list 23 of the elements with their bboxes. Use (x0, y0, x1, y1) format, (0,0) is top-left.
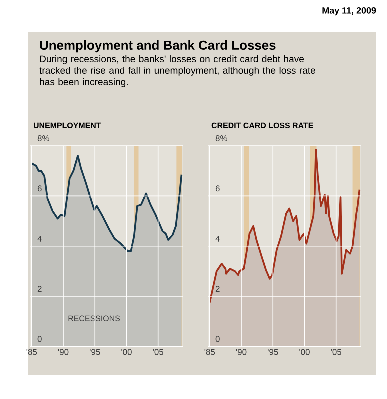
y-tick-label: 4 (38, 236, 42, 242)
y-tick-label: 0 (216, 336, 220, 342)
y-tick-label: 6 (38, 186, 42, 192)
x-tick-label: '85 (26, 349, 38, 356)
chart-title: Unemployment and Bank Card Losses (40, 40, 276, 53)
x-tick-label: '05 (331, 349, 342, 356)
x-tick-label: '85 (204, 349, 216, 356)
y-tick-label: 8% (216, 135, 228, 142)
y-tick-label: 8% (38, 135, 50, 142)
y-tick-label: 6 (216, 186, 220, 192)
chart-subtitle: During recessions, the banks' losses on credit card debt have tracked the rise and fall in unemployment, although the loss rate has been increasing. (40, 56, 316, 88)
x-tick-label: '00 (122, 349, 132, 356)
x-tick-label: '05 (153, 349, 164, 356)
x-tick-label: '00 (300, 349, 310, 356)
x-tick-label: '95 (268, 349, 278, 356)
y-tick-label: 0 (38, 336, 42, 342)
y-tick-label: 2 (216, 286, 220, 292)
x-tick-label: '90 (236, 349, 247, 356)
x-tick-label: '90 (58, 349, 69, 356)
text: May 11, 2009 (322, 8, 376, 16)
y-tick-label: 4 (216, 236, 220, 242)
y-tick-label: 2 (38, 286, 42, 292)
x-tick-label: '95 (90, 349, 100, 356)
